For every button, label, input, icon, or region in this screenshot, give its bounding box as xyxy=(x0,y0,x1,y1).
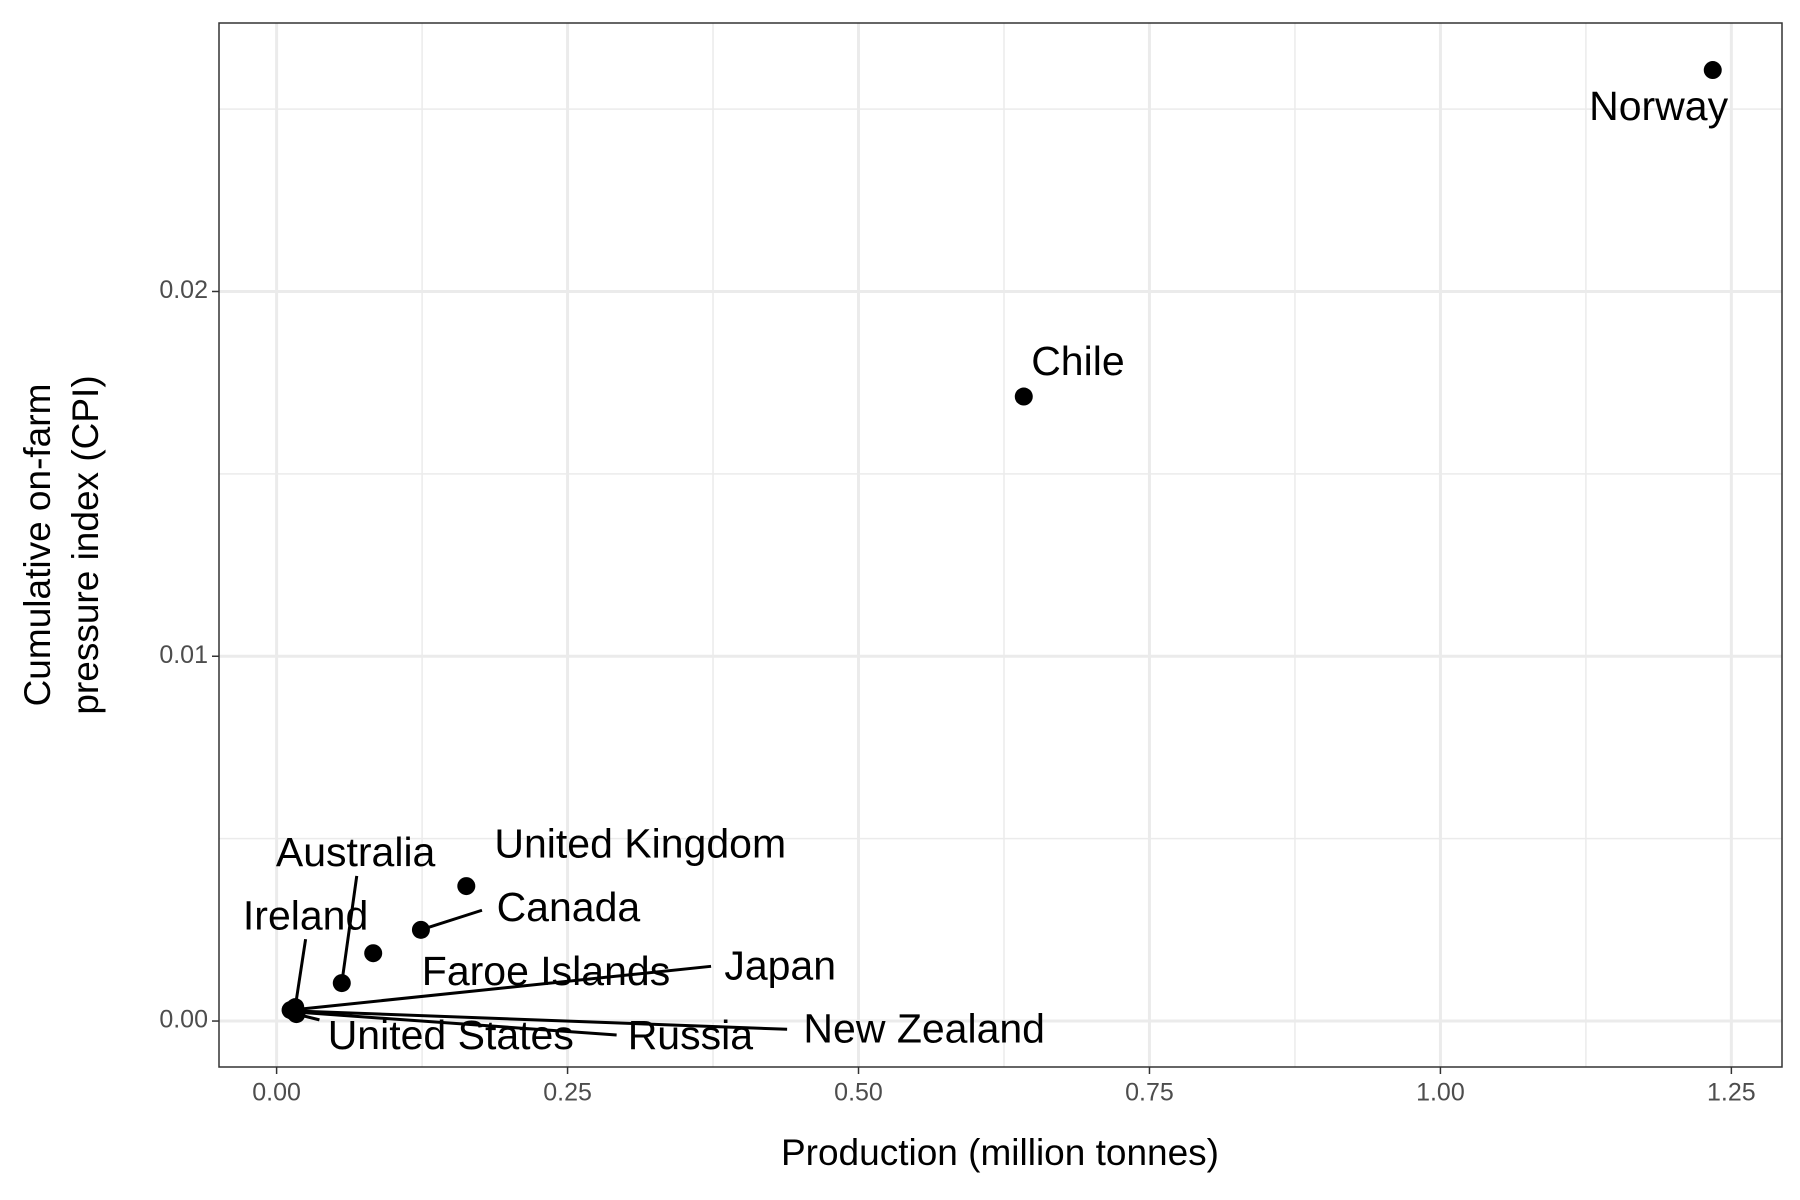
y-tick-label: 0.01 xyxy=(159,641,208,669)
x-tick-label: 1.00 xyxy=(1416,1079,1465,1107)
y-axis-title: pressure index (CPI) xyxy=(65,375,106,714)
y-tick-label: 0.00 xyxy=(159,1006,208,1034)
label-leader xyxy=(292,1009,788,1031)
panel-border xyxy=(218,22,1783,1068)
point-label: New Zealand xyxy=(803,1005,1045,1051)
point-label: United States xyxy=(328,1012,574,1058)
point xyxy=(287,1005,306,1024)
x-tick-label: 1.25 xyxy=(1707,1079,1756,1107)
x-tick-label: 0.75 xyxy=(1125,1079,1174,1107)
x-tick-label: 0.00 xyxy=(252,1079,301,1107)
y-tick-label: 0.02 xyxy=(159,276,208,304)
label-leader xyxy=(293,1010,617,1037)
point-label: Chile xyxy=(1031,338,1124,384)
point-label: Faroe Islands xyxy=(422,948,670,994)
point xyxy=(457,877,476,896)
y-axis-title: Cumulative on-farm xyxy=(17,384,58,707)
x-tick-label: 0.25 xyxy=(543,1079,592,1107)
point-label: Norway xyxy=(1589,83,1728,129)
point xyxy=(1014,387,1033,406)
label-leader xyxy=(340,875,359,984)
x-tick-label: 0.50 xyxy=(834,1079,883,1107)
x-axis-title: Production (million tonnes) xyxy=(781,1132,1219,1173)
point xyxy=(411,920,430,939)
point-label: United Kingdom xyxy=(494,821,786,867)
point-label: Ireland xyxy=(243,892,368,938)
point-label: Japan xyxy=(724,942,836,988)
point xyxy=(364,944,383,963)
label-leader xyxy=(290,964,712,1012)
point-label: Russia xyxy=(628,1012,754,1058)
point-label: Australia xyxy=(276,829,436,875)
label-leader xyxy=(420,908,483,932)
point-label: Canada xyxy=(497,884,641,930)
point xyxy=(332,974,351,993)
point xyxy=(1703,61,1722,80)
label-leader xyxy=(293,938,308,1008)
